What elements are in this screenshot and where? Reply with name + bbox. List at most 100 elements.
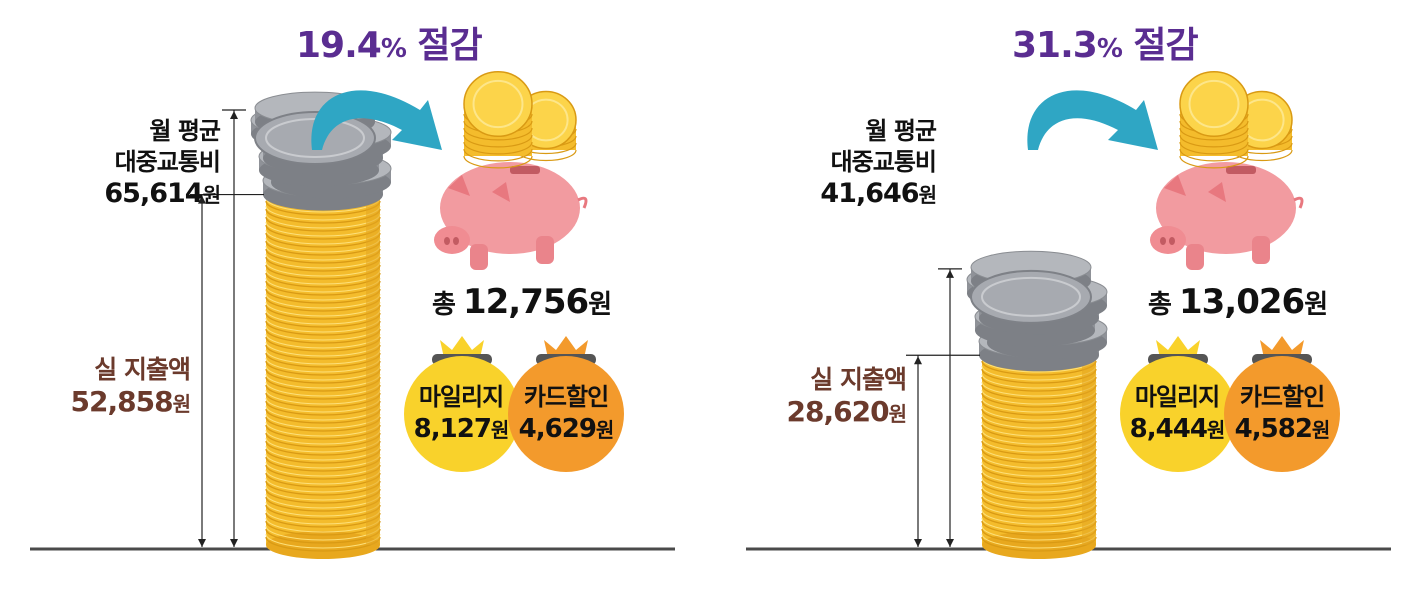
- total-saving-label: 총 12,756원: [432, 282, 612, 322]
- arrowhead-down: [946, 539, 954, 547]
- coin-edge: [1179, 148, 1249, 162]
- coin-rim: [1188, 79, 1240, 129]
- curved-arrow-shape: [311, 90, 442, 150]
- bag-value: 8,127: [413, 414, 492, 444]
- bag-top: [544, 336, 588, 358]
- piggy-snout: [434, 226, 470, 254]
- won-unit: 원: [1206, 418, 1225, 442]
- piggy-snout: [1150, 226, 1186, 254]
- coin-edge: [1179, 134, 1249, 148]
- actual-spend-label: 실 지출액 52,858원: [30, 354, 191, 420]
- bag-name: 카드할인: [523, 383, 609, 411]
- arrowhead-down: [230, 539, 238, 547]
- saving-suffix: 절감: [1121, 25, 1198, 66]
- piggy-ear: [1164, 175, 1186, 196]
- piggy-coin-slot: [1226, 166, 1256, 174]
- coin-edge: [463, 134, 533, 148]
- piggy-leg: [1252, 236, 1270, 264]
- won-unit: 원: [202, 183, 221, 207]
- bag-value: 4,629: [518, 414, 597, 444]
- chart-panel-1: 19.4% 절감 월 평균 대중교통비 65,614원 실 지출액 52,858…: [30, 16, 675, 559]
- label-line1: 실 지출액: [94, 355, 191, 384]
- coin-edge: [1179, 155, 1249, 169]
- total-saving-value: 12,756: [462, 282, 589, 322]
- coin-edge: [463, 155, 533, 169]
- piggy-leg: [536, 236, 554, 264]
- piggy-bank-icon: [1150, 162, 1304, 270]
- mileage-bag-icon: [1120, 336, 1236, 472]
- card-discount-bag-label: 카드할인 4,629원: [507, 381, 625, 446]
- gold-stack-shade: [1082, 355, 1096, 545]
- bag-name: 마일리지: [418, 383, 504, 411]
- bag-name: 카드할인: [1239, 383, 1325, 411]
- gold-coin-stack: [981, 355, 1097, 559]
- piggy-ear: [1208, 182, 1226, 202]
- monthly-avg-fare-value: 65,614: [104, 178, 203, 209]
- saving-suffix: 절감: [405, 25, 482, 66]
- sum-prefix: 총: [432, 290, 463, 320]
- gold-coin-stack: [265, 194, 381, 559]
- curved-arrow-shape: [1027, 90, 1158, 150]
- saving-label: 19.4% 절감: [296, 16, 483, 68]
- bag-name: 마일리지: [1134, 383, 1220, 411]
- label-line1: 월 평균: [149, 117, 221, 145]
- label-line2: 대중교통비: [114, 148, 221, 176]
- bag-body: [1224, 356, 1340, 472]
- dimension-lines: [190, 109, 264, 547]
- arrowhead-up: [198, 195, 206, 204]
- bag-body: [508, 356, 624, 472]
- monthly-avg-fare-value: 41,646: [820, 178, 919, 209]
- won-unit: 원: [595, 418, 614, 442]
- piggy-leg: [1186, 244, 1204, 270]
- bag-value: 8,444: [1129, 414, 1208, 444]
- won-unit: 원: [588, 290, 612, 320]
- piggy-nostril: [453, 237, 459, 245]
- total-saving-value: 13,026: [1178, 282, 1305, 322]
- chart-art-2: [746, 70, 1391, 559]
- bag-top: [1260, 336, 1304, 358]
- actual-spend-value: 28,620: [786, 395, 890, 428]
- piggy-body: [1156, 162, 1296, 254]
- bag-top: [1156, 336, 1200, 358]
- chart-panel-2: 31.3% 절감 월 평균 대중교통비 41,646원 실 지출액 28,620…: [716, 0, 1420, 590]
- piggy-coin-slot: [510, 166, 540, 174]
- piggy-ear: [448, 175, 470, 196]
- arrowhead-down: [914, 539, 922, 547]
- actual-spend-value: 52,858: [70, 385, 174, 418]
- saving-label: 31.3% 절감: [1012, 16, 1199, 68]
- piggy-tail: [577, 196, 588, 209]
- silver-coin-stack: [966, 250, 1108, 372]
- coin-edge: [1179, 127, 1249, 141]
- gold-stack-shade: [366, 194, 380, 545]
- piggy-bank-icon: [434, 162, 588, 270]
- piggy-ear: [492, 182, 510, 202]
- card-discount-bag-label: 카드할인 4,582원: [1223, 381, 1341, 446]
- curved-arrow-icon: [1027, 90, 1158, 150]
- saving-percent: 19.4: [296, 25, 382, 66]
- piggy-nostril: [444, 237, 450, 245]
- monthly-avg-fare-label: 월 평균 대중교통비 65,614원: [60, 116, 221, 211]
- bag-body: [404, 356, 520, 472]
- piggy-leg: [470, 244, 488, 270]
- actual-spend-label: 실 지출액 28,620원: [746, 364, 907, 430]
- won-unit: 원: [490, 418, 509, 442]
- label-line2: 대중교통비: [830, 148, 937, 176]
- arrowhead-up: [914, 356, 922, 365]
- percent-sign: %: [1096, 34, 1123, 64]
- bag-body: [1120, 356, 1236, 472]
- chart-art-1: [30, 70, 675, 559]
- coin-edge: [463, 141, 533, 155]
- label-line1: 실 지출액: [810, 365, 907, 394]
- saving-percent: 31.3: [1012, 25, 1098, 66]
- coin-rim: [472, 79, 524, 129]
- coin-edge: [1179, 141, 1249, 155]
- won-unit: 원: [172, 392, 191, 416]
- mileage-bag-label: 마일리지 8,444원: [1118, 381, 1236, 446]
- piggy-body: [440, 162, 580, 254]
- percent-sign: %: [380, 34, 407, 64]
- gold-coins-icon: [1179, 70, 1293, 169]
- arrowhead-down: [198, 539, 206, 547]
- won-unit: 원: [1304, 290, 1328, 320]
- card-discount-bag-icon: [508, 336, 624, 472]
- bag-value: 4,582: [1234, 414, 1313, 444]
